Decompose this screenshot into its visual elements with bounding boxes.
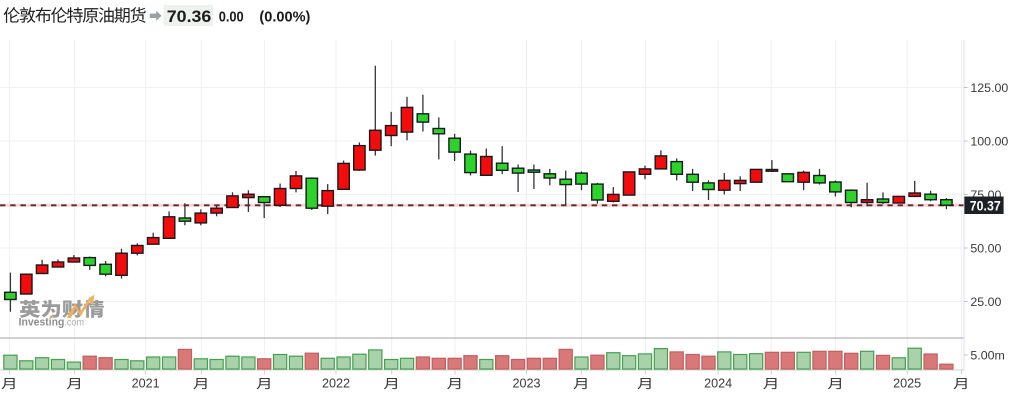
svg-text:125.00: 125.00 <box>970 81 1008 95</box>
svg-text:5.00m: 5.00m <box>970 348 1004 362</box>
svg-text:2021: 2021 <box>132 377 160 391</box>
svg-text:70.37: 70.37 <box>970 198 1001 213</box>
svg-text:.com: .com <box>64 318 84 329</box>
svg-text:Investing: Investing <box>19 317 65 329</box>
svg-text:70.36: 70.36 <box>167 7 212 26</box>
svg-text:2025: 2025 <box>893 377 921 391</box>
svg-text:100.00: 100.00 <box>970 134 1008 148</box>
svg-text:2022: 2022 <box>322 377 350 391</box>
svg-text:(0.00%): (0.00%) <box>259 10 310 26</box>
svg-text:2023: 2023 <box>512 377 540 391</box>
svg-text:25.00: 25.00 <box>970 295 1001 309</box>
svg-text:0.00: 0.00 <box>219 10 244 26</box>
svg-text:50.00: 50.00 <box>970 241 1001 255</box>
svg-text:2024: 2024 <box>704 377 732 391</box>
